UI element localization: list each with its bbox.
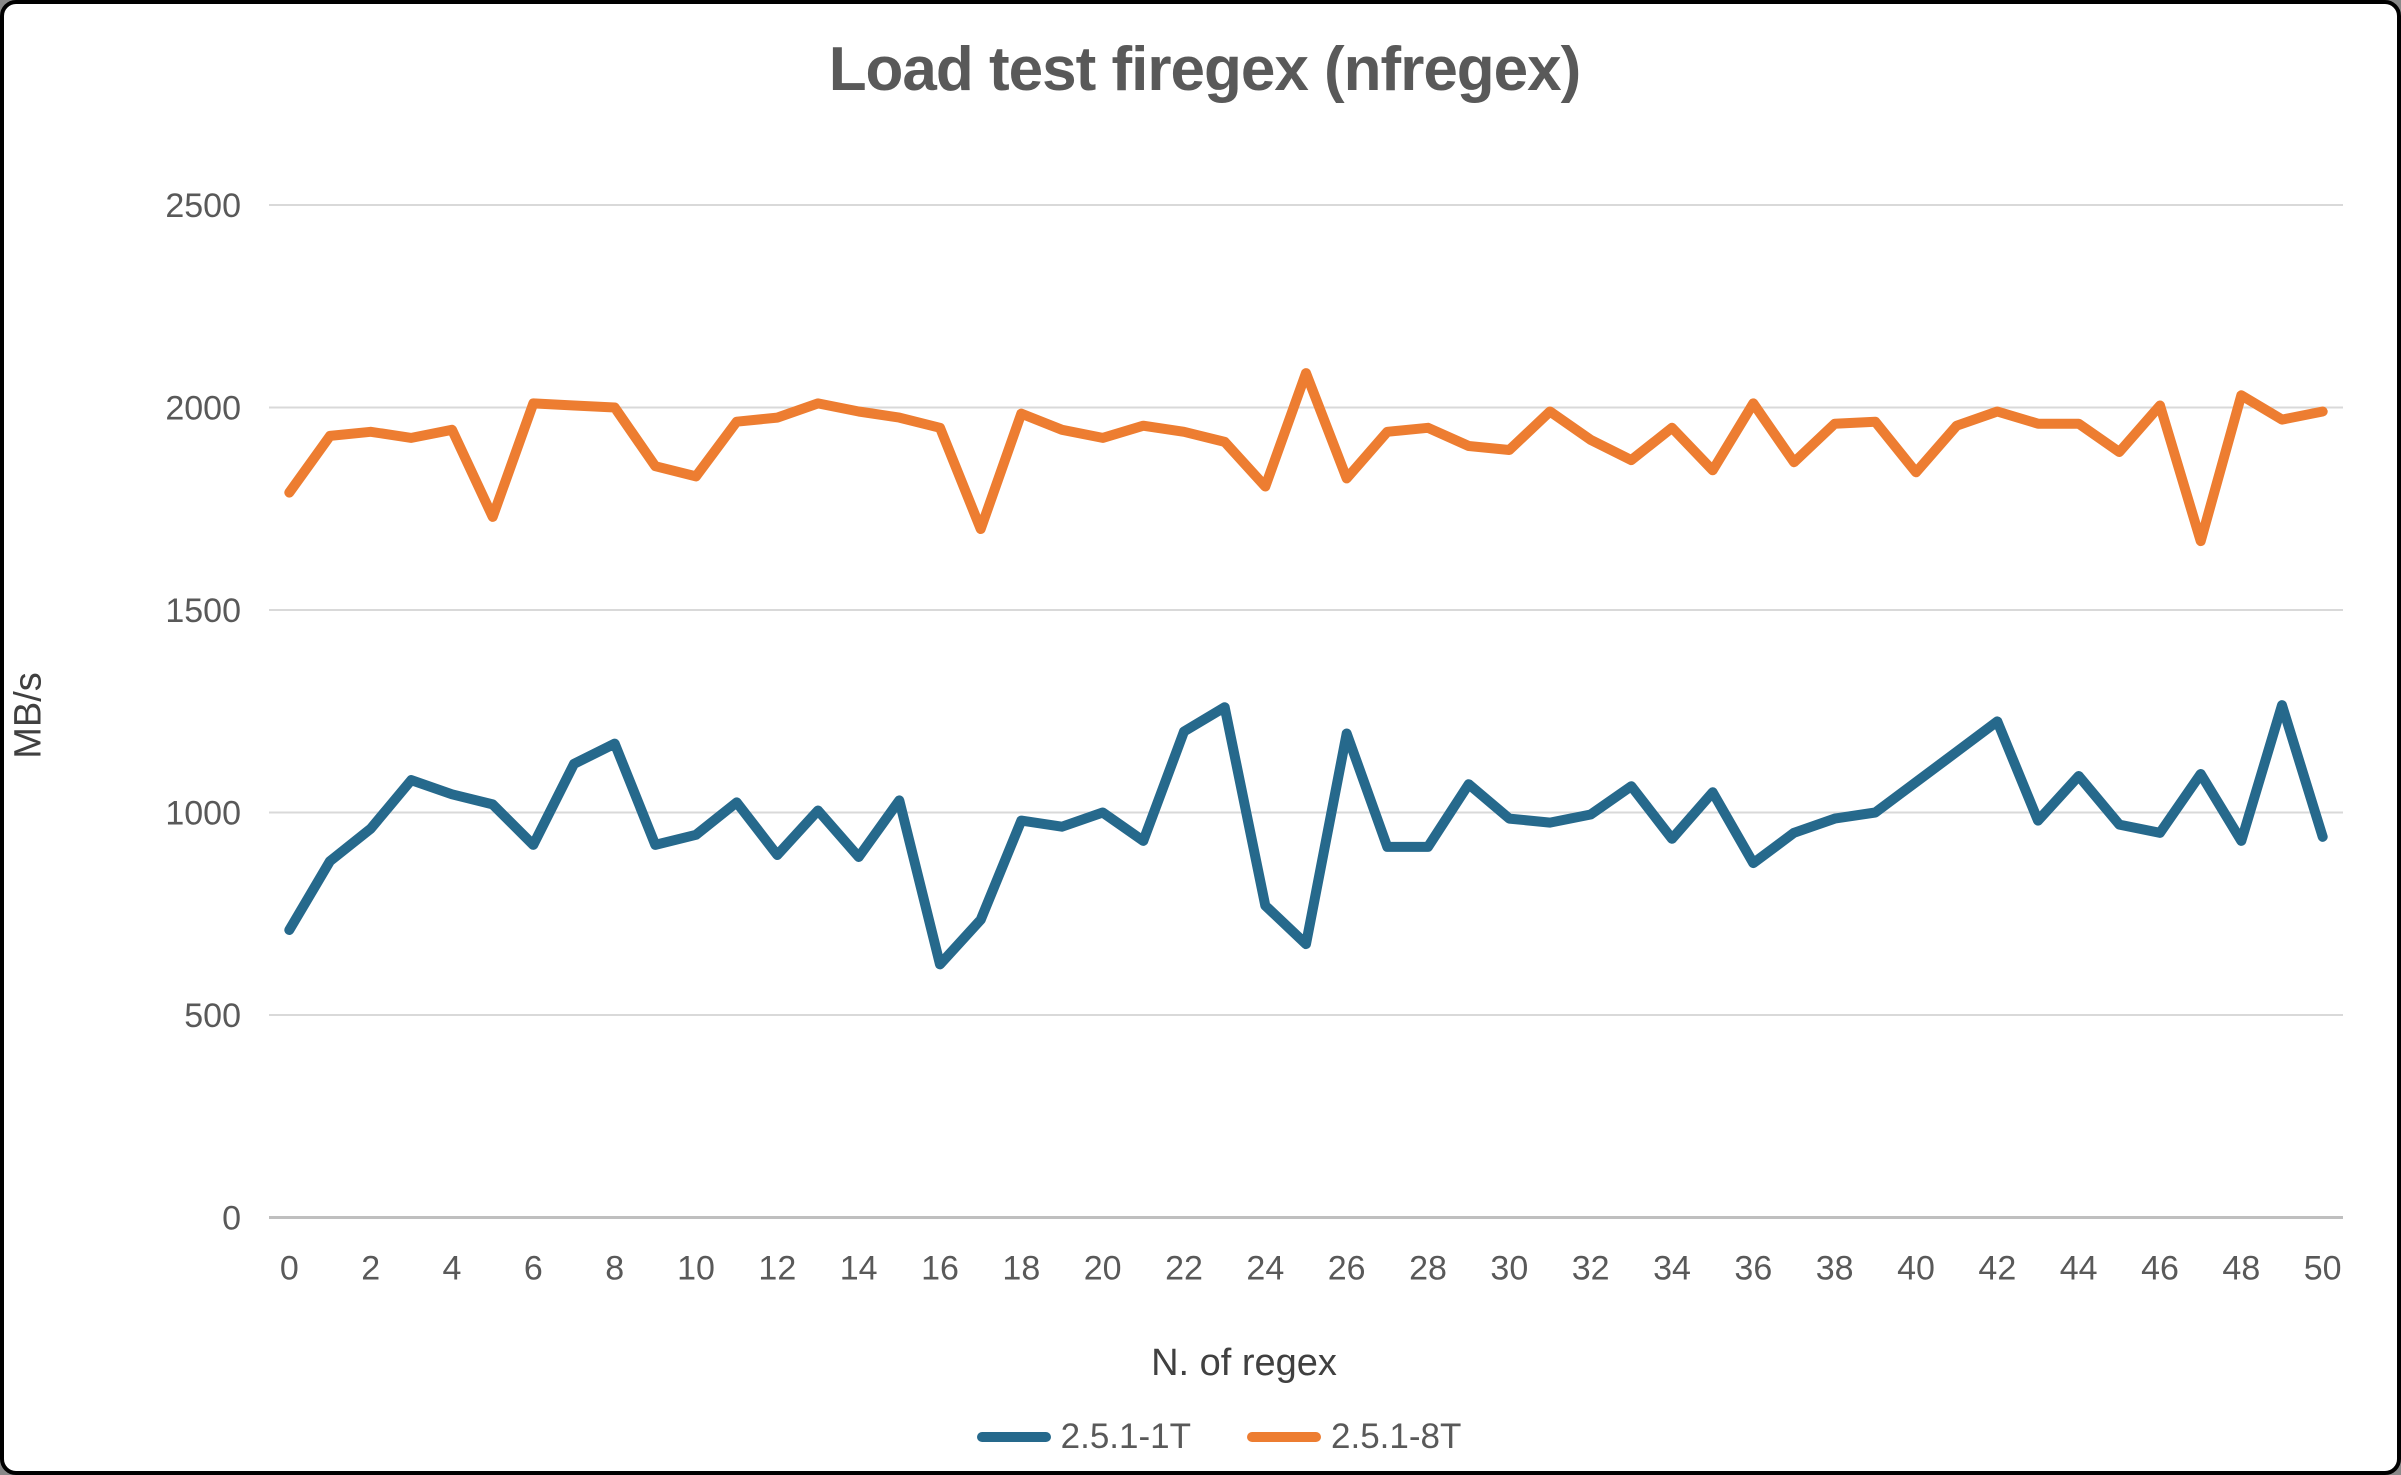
x-tick-label: 36 xyxy=(1734,1250,1772,1288)
x-tick-label: 46 xyxy=(2141,1250,2179,1288)
legend-label-8t: 2.5.1-8T xyxy=(1331,1417,1462,1456)
x-axis-title: N. of regex xyxy=(1151,1342,1337,1384)
y-tick-label: 2000 xyxy=(165,390,241,428)
legend: 2.5.1-1T 2.5.1-8T xyxy=(4,1412,2397,1462)
legend-swatch-1t xyxy=(976,1432,1051,1442)
x-tick-label: 6 xyxy=(524,1250,543,1288)
y-tick-label: 1000 xyxy=(165,795,241,833)
y-tick-label: 0 xyxy=(222,1200,241,1238)
x-tick-label: 34 xyxy=(1653,1250,1691,1288)
x-tick-label: 30 xyxy=(1490,1250,1528,1288)
x-tick-label: 0 xyxy=(280,1250,299,1288)
y-axis-title: MB/s xyxy=(7,672,50,759)
x-tick-label: 22 xyxy=(1165,1250,1203,1288)
x-tick-label: 14 xyxy=(840,1250,878,1288)
y-tick-label: 500 xyxy=(184,997,241,1035)
chart-title: Load test firegex (nfregex) xyxy=(828,35,1582,104)
legend-label-1t: 2.5.1-1T xyxy=(1060,1417,1191,1456)
x-tick-label: 26 xyxy=(1328,1250,1366,1288)
x-tick-label: 20 xyxy=(1084,1250,1122,1288)
x-tick-label: 24 xyxy=(1246,1250,1284,1288)
series-line-2.5.1-1T xyxy=(284,700,2328,970)
x-tick-label: 28 xyxy=(1409,1250,1447,1288)
x-tick-label: 44 xyxy=(2060,1250,2098,1288)
x-tick-label: 50 xyxy=(2304,1250,2342,1288)
x-tick-label: 48 xyxy=(2222,1250,2260,1288)
legend-item-series-2: 2.5.1-8T xyxy=(1247,1417,1461,1457)
legend-item-series-1: 2.5.1-1T xyxy=(976,1417,1191,1457)
x-tick-label: 40 xyxy=(1897,1250,1935,1288)
y-tick-label: 1500 xyxy=(165,592,241,630)
x-tick-label: 38 xyxy=(1816,1250,1854,1288)
x-tick-label: 4 xyxy=(443,1250,462,1288)
x-tick-label: 32 xyxy=(1572,1250,1610,1288)
series-line-2.5.1-8T xyxy=(284,368,2328,547)
x-tick-label: 8 xyxy=(605,1250,624,1288)
x-tick-label: 16 xyxy=(921,1250,959,1288)
x-tick-label: 18 xyxy=(1002,1250,1040,1288)
x-tick-label: 42 xyxy=(1978,1250,2016,1288)
x-tick-label: 2 xyxy=(361,1250,380,1288)
x-tick-label: 12 xyxy=(758,1250,796,1288)
x-tick-label: 10 xyxy=(677,1250,715,1288)
legend-swatch-8t xyxy=(1247,1432,1321,1442)
y-tick-label: 2500 xyxy=(165,187,241,225)
